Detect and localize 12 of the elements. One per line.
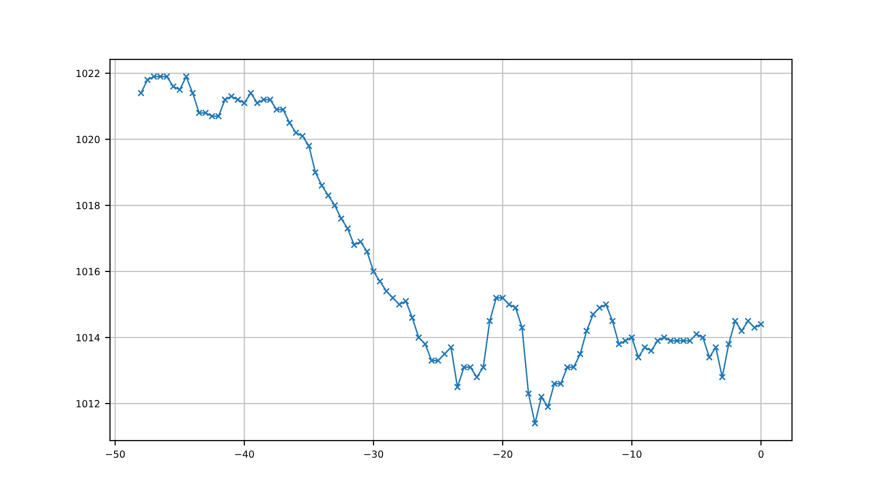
y-tick-label: 1016 — [76, 268, 100, 276]
y-tick-label: 1012 — [76, 400, 100, 408]
x-tick-label: −20 — [493, 450, 512, 458]
y-tick-label: 1022 — [76, 70, 100, 78]
x-tick-label: −50 — [106, 450, 125, 458]
y-tick-label: 1014 — [76, 334, 100, 342]
x-tick-label: 0 — [758, 450, 764, 458]
y-tick-label: 1020 — [76, 136, 100, 144]
x-tick-label: −30 — [364, 450, 384, 458]
x-tick-label: −10 — [622, 450, 642, 458]
y-tick-label: 1018 — [76, 202, 100, 210]
x-tick-label: −40 — [235, 450, 254, 458]
